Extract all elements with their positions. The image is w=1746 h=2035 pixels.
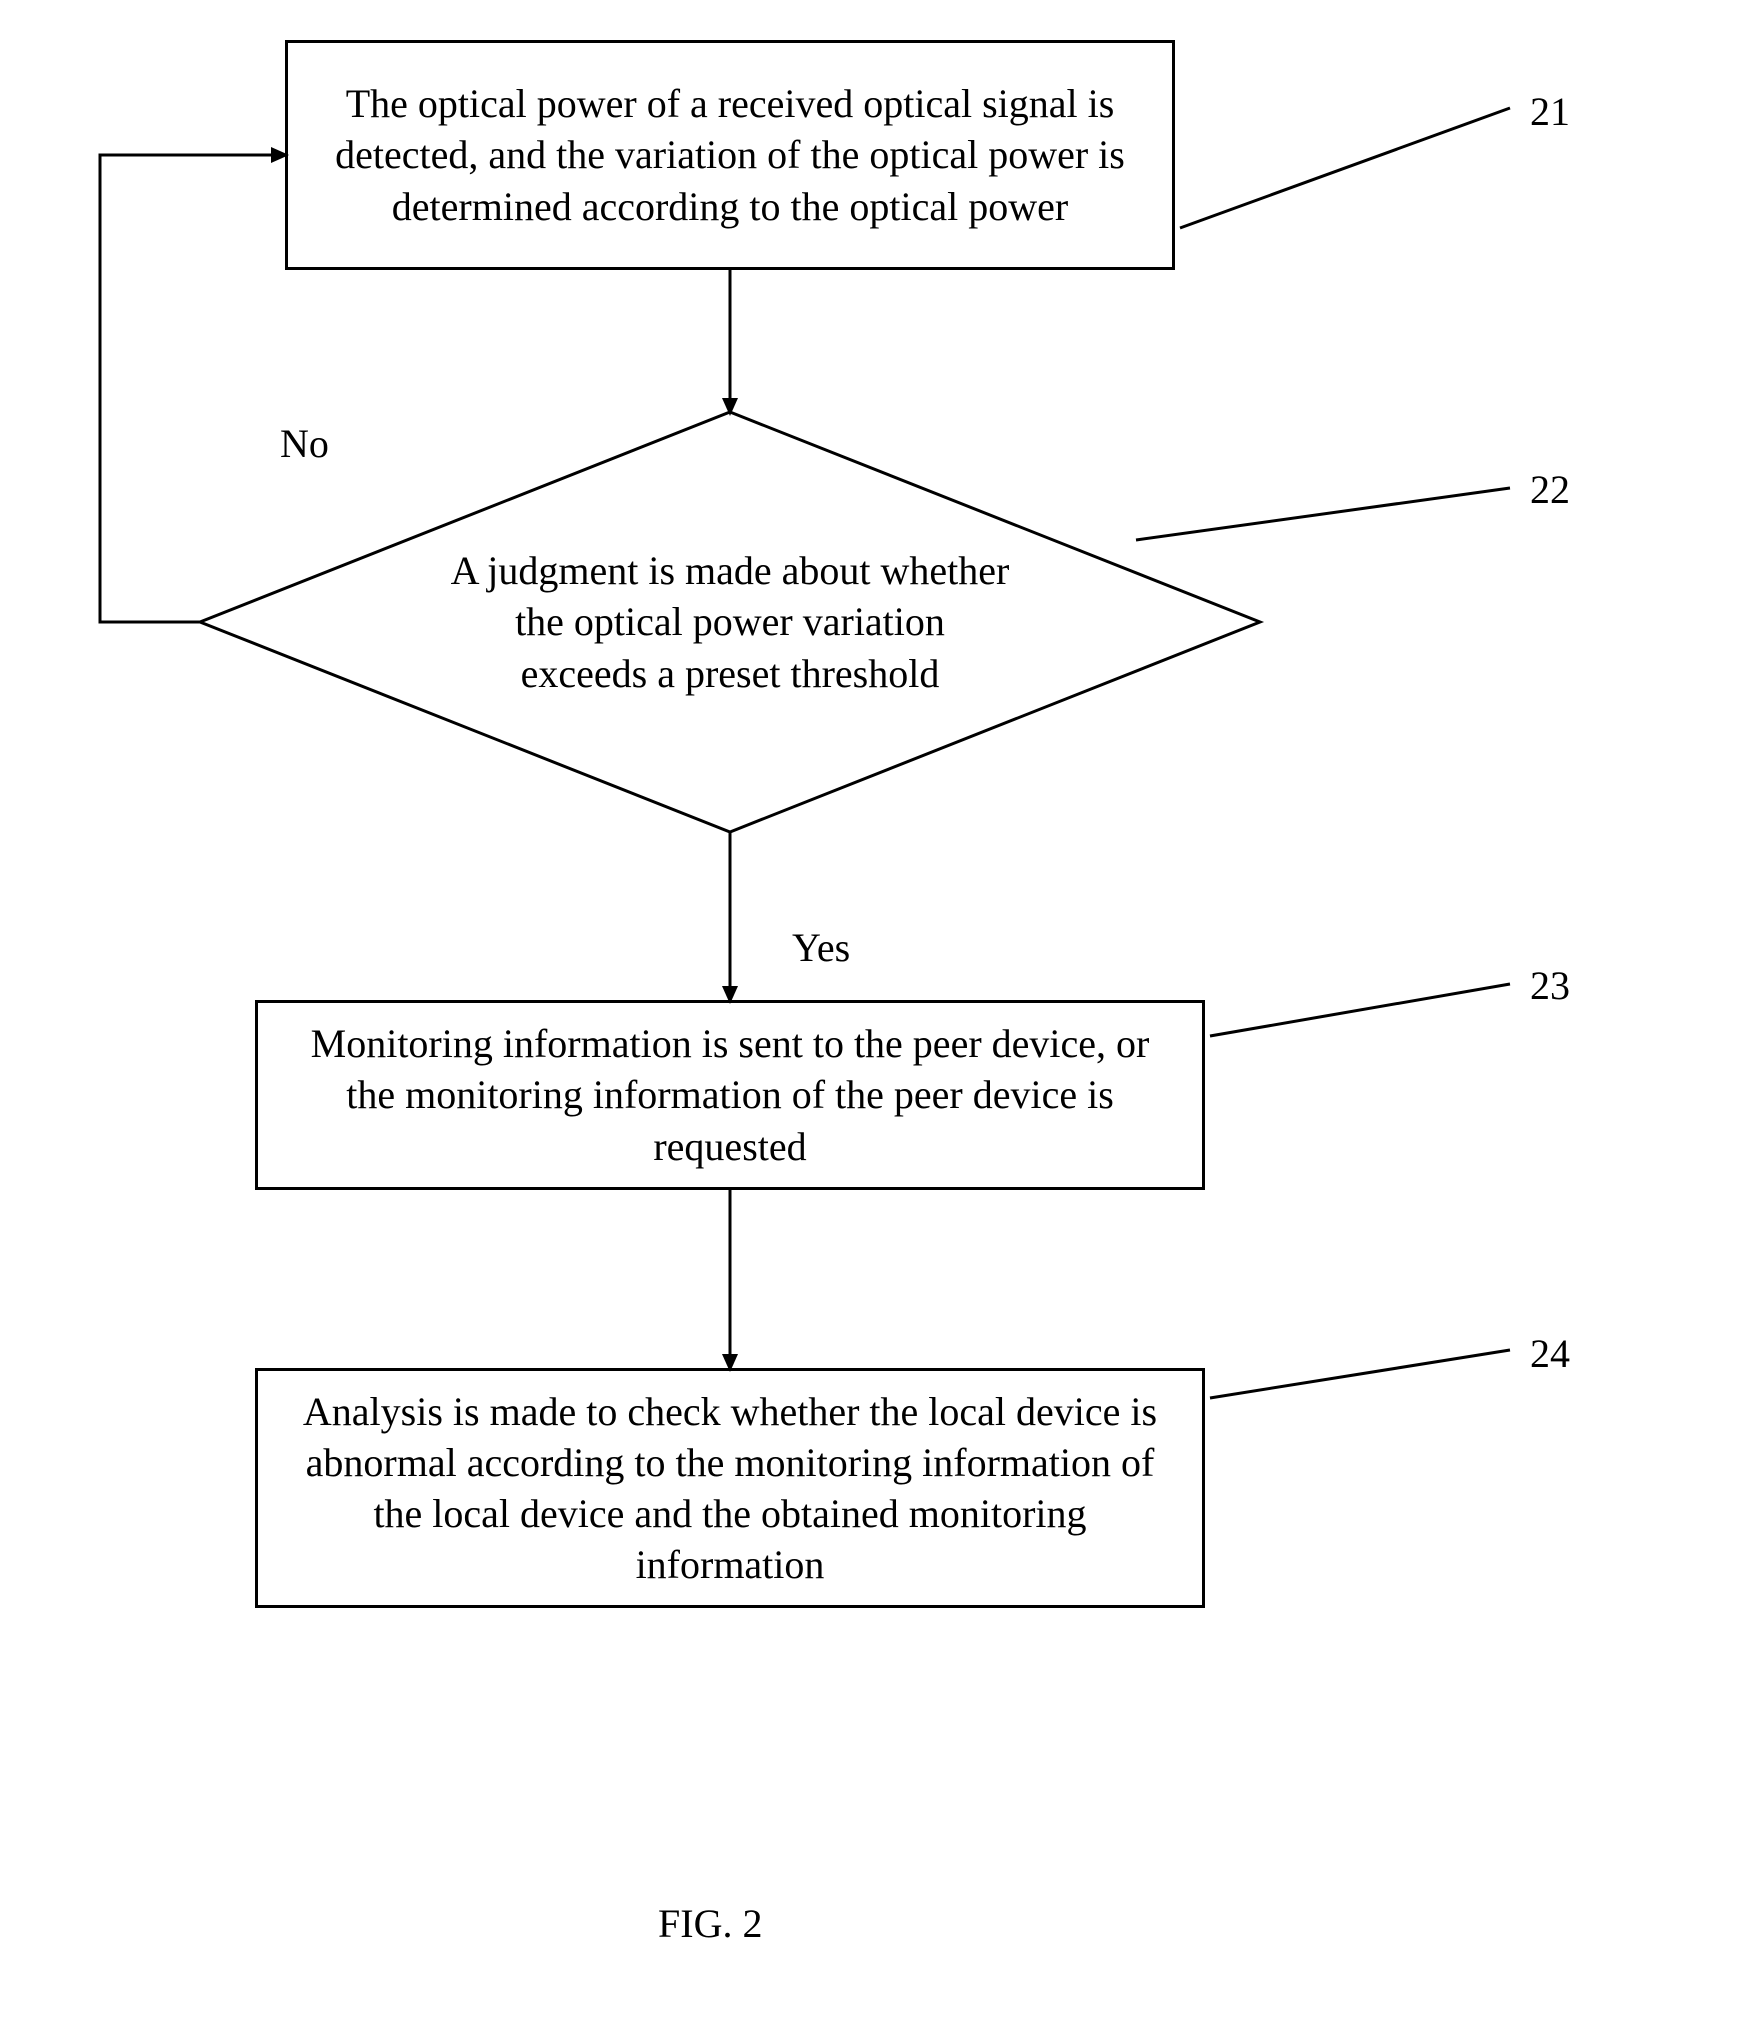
process-box-23: Monitoring information is sent to the pe… — [255, 1000, 1205, 1190]
process-text: Analysis is made to check whether the lo… — [284, 1386, 1176, 1591]
process-box-21: The optical power of a received optical … — [285, 40, 1175, 270]
yes-label: Yes — [792, 924, 850, 971]
process-box-24: Analysis is made to check whether the lo… — [255, 1368, 1205, 1608]
step-number-22: 22 — [1530, 466, 1570, 513]
figure-label: FIG. 2 — [658, 1900, 762, 1947]
flowchart-canvas: The optical power of a received optical … — [0, 0, 1746, 2035]
decision-box-22: A judgment is made about whether the opt… — [449, 444, 1011, 801]
step-number-24: 24 — [1530, 1330, 1570, 1377]
process-text: Monitoring information is sent to the pe… — [284, 1018, 1176, 1172]
no-label: No — [280, 420, 329, 467]
process-text: The optical power of a received optical … — [314, 78, 1146, 232]
decision-text: A judgment is made about whether the opt… — [449, 545, 1011, 699]
step-number-21: 21 — [1530, 88, 1570, 135]
step-number-23: 23 — [1530, 962, 1570, 1009]
